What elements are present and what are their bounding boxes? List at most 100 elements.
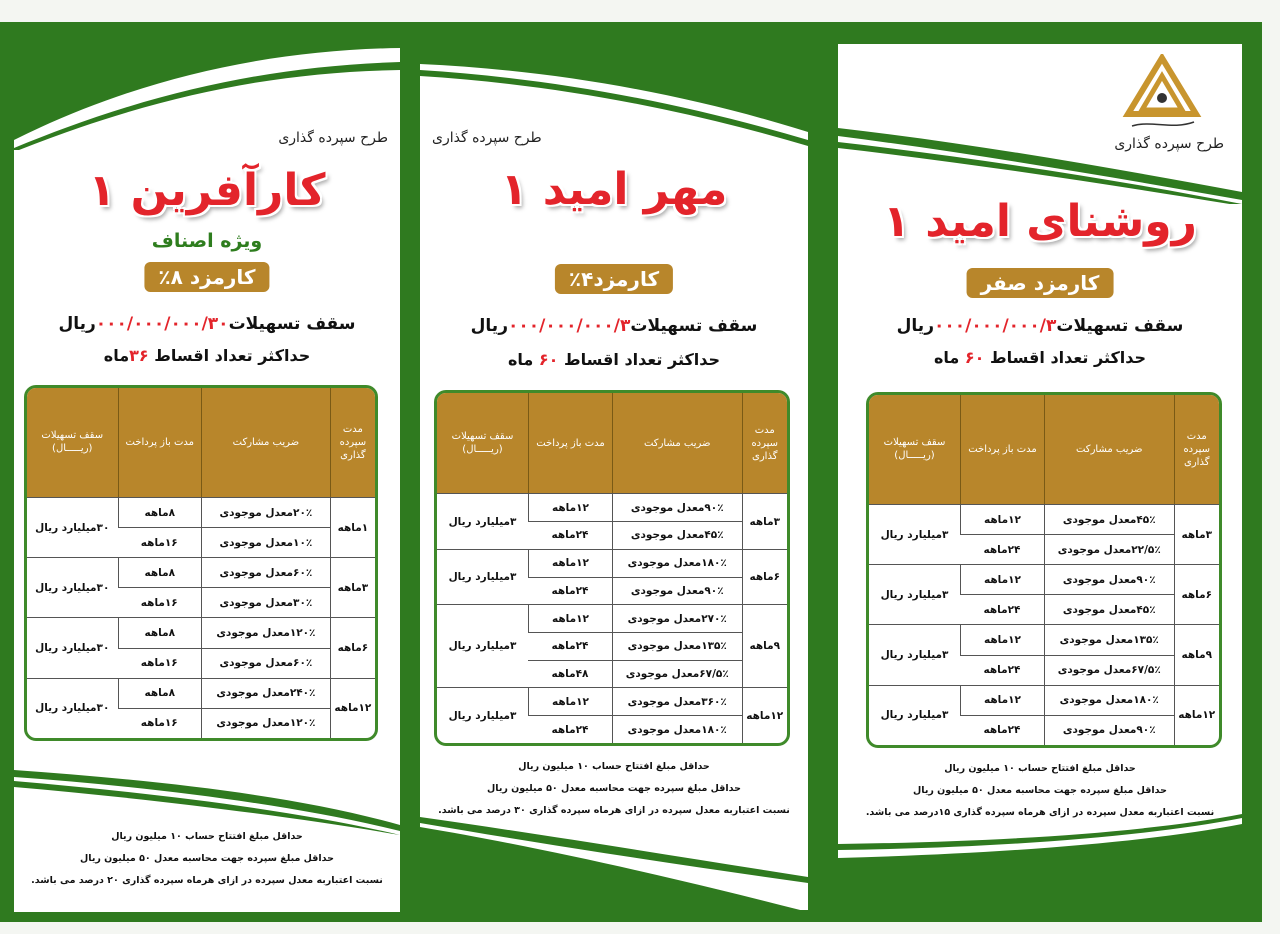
repay-cell: ۸ماهه (117, 617, 202, 648)
rate-cell: ۴۵٪معدل موجودی (612, 521, 742, 549)
table-row: ۶ماهه ۱۸۰٪معدل موجودی ۱۲ماهه ۳میلیارد ریال (437, 548, 787, 605)
footer-line: حداقل مبلغ سپرده جهت محاسبه معدل ۵۰ میلی… (487, 783, 741, 794)
panel-roshanaye-omid: طرح سپرده گذاری روشنای امید ۱ کارمزد صفر… (838, 44, 1242, 914)
inst-value: ۶۰ (964, 348, 985, 367)
panel-footer: حداقل مبلغ افتتاح حساب ۱۰ میلیون ریال حد… (420, 756, 808, 822)
facility-cap: سقف تسهیلات۰۰۰/۰۰۰/۰۰۰/۳ریال (420, 316, 808, 336)
repay-cell: ۱۲ماهه (528, 493, 612, 522)
inst-value: ۳۶ (129, 346, 149, 365)
plan-title: مهر امید ۱ (500, 164, 728, 215)
inst-label: حداکثر تعداد اقساط (564, 350, 721, 369)
repay-cell: ۱۲ماهه (960, 624, 1044, 655)
header-repay: مدت باز پرداخت (960, 395, 1044, 504)
term-cell: ۱۲ماهه (1173, 684, 1219, 745)
cap-cell: ۳میلیارد ریال (869, 684, 960, 745)
table-row: ۹ماهه ۲۷۰٪معدل موجودی ۱۲ماهه ۳میلیارد ریال (437, 604, 787, 688)
rate-cell: ۲۴۰٪معدل موجودی (201, 677, 330, 708)
fee-badge: کارمزد صفر (966, 268, 1114, 298)
table-header-row: مدت سپرده گذاری ضریب مشارکت مدت باز پرداخت… (869, 395, 1219, 504)
plan-special: ویژه اصناف (151, 230, 263, 252)
inst-label: حداکثر تعداد اقساط (154, 346, 311, 365)
repay-cell: ۸ماهه (117, 557, 202, 588)
cap-cell: ۳۰میلیارد ریال (27, 496, 118, 557)
footer-line: نسبت اعتباربه معدل سپرده در ازای هرماه س… (438, 805, 790, 816)
table-row: ۱۲ماهه ۳۶۰٪معدل موجودی ۱۲ماهه ۳میلیارد ریال (437, 687, 787, 743)
footer-line: حداقل مبلغ افتتاح حساب ۱۰ میلیون ریال (944, 763, 1136, 774)
plan-subtitle: طرح سپرده گذاری (1114, 136, 1224, 152)
rate-cell: ۶۰٪معدل موجودی (201, 647, 330, 678)
term-cell: ۹ماهه (741, 604, 787, 688)
repay-cell: ۲۴ماهه (960, 714, 1044, 745)
cap-amount: ۰۰۰/۰۰۰/۰۰۰/۳۰ (95, 314, 229, 334)
rate-cell: ۱۲۰٪معدل موجودی (201, 707, 330, 738)
header-repay: مدت باز پرداخت (117, 388, 202, 497)
cap-cell: ۳میلیارد ریال (869, 564, 960, 624)
footer-line: حداقل مبلغ سپرده جهت محاسبه معدل ۵۰ میلی… (80, 853, 334, 864)
table-row: ۱۲ماهه ۲۴۰٪معدل موجودی ۸ماهه ۳۰میلیارد ریال (27, 677, 375, 738)
facility-cap: سقف تسهیلات۰۰۰/۰۰۰/۰۰۰/۳ریال (838, 316, 1242, 336)
table-row: ۴۵٪معدل موجودی ۲۴ماهه (869, 594, 1219, 625)
rate-cell: ۱۸۰٪معدل موجودی (1044, 684, 1174, 715)
header-cap: سقف تسهیلات (ریـــــال) (869, 395, 960, 504)
table-row: ۹۰٪معدل موجودی ۲۴ماهه (869, 714, 1219, 745)
cap-unit: ریال (470, 316, 508, 336)
deposit-table: مدت سپرده گذاری ضریب مشارکت مدت باز پرداخت… (24, 385, 378, 741)
cap-cell: ۳میلیارد ریال (437, 493, 528, 548)
plan-subtitle: طرح سپرده گذاری (278, 130, 388, 146)
table-row: ۳ماهه ۴۵٪معدل موجودی ۱۲ماهه ۳میلیارد ریال (869, 503, 1219, 565)
repay-cell: ۱۶ماهه (117, 587, 202, 617)
rate-cell: ۳۰٪معدل موجودی (201, 587, 330, 618)
table-row: ۳ماهه ۶۰٪معدل موجودی ۸ماهه ۳۰میلیارد ریال (27, 557, 375, 618)
repay-cell: ۴۸ماهه (528, 659, 612, 688)
repay-cell: ۲۴ماهه (528, 715, 612, 743)
rate-cell: ۶۷/۵٪معدل موجودی (612, 659, 742, 688)
repay-cell: ۱۲ماهه (960, 684, 1044, 715)
cap-cell: ۳۰میلیارد ریال (27, 677, 118, 738)
rate-cell: ۱۸۰٪معدل موجودی (612, 715, 742, 743)
rate-cell: ۶۰٪معدل موجودی (201, 557, 330, 588)
term-cell: ۳ماهه (741, 493, 787, 549)
repay-cell: ۲۴ماهه (960, 594, 1044, 624)
rate-cell: ۴۵٪معدل موجودی (1044, 594, 1174, 625)
repay-cell: ۱۲ماهه (528, 687, 612, 716)
cap-cell: ۳میلیارد ریال (437, 604, 528, 687)
table-row: ۱۲ماهه ۱۸۰٪معدل موجودی ۱۲ماهه ۳میلیارد ریال (869, 684, 1219, 745)
repay-cell: ۲۴ماهه (960, 534, 1044, 564)
cap-amount: ۰۰۰/۰۰۰/۰۰۰/۳ (507, 316, 631, 336)
rate-cell: ۱۳۵٪معدل موجودی (1044, 624, 1174, 655)
table-row: ۲۲/۵٪معدل موجودی ۲۴ماهه (869, 534, 1219, 565)
bottom-swoosh (14, 770, 400, 835)
table-row: ۱۸۰٪معدل موجودی ۲۴ماهه (437, 715, 787, 743)
fee-badge: کارمزد۴٪ (554, 264, 674, 294)
header-cap: سقف تسهیلات (ریـــــال) (437, 393, 528, 494)
repay-cell: ۸ماهه (117, 677, 202, 708)
rate-cell: ۱۰٪معدل موجودی (201, 527, 330, 558)
table-row: ۱۳۵٪معدل موجودی ۲۴ماهه (437, 631, 787, 660)
table-row: ۹ماهه ۱۳۵٪معدل موجودی ۱۲ماهه ۳میلیارد ریال (869, 624, 1219, 685)
repay-cell: ۱۲ماهه (528, 548, 612, 577)
header-repay: مدت باز پرداخت (528, 393, 612, 494)
cap-label: سقف تسهیلات (1056, 316, 1184, 336)
table-header-row: مدت سپرده گذاری ضریب مشارکت مدت باز پرداخت… (27, 388, 375, 497)
rate-cell: ۲۲/۵٪معدل موجودی (1044, 534, 1174, 565)
term-cell: ۳ماهه (329, 557, 375, 618)
rate-cell: ۹۰٪معدل موجودی (1044, 564, 1174, 595)
rate-cell: ۱۲۰٪معدل موجودی (201, 617, 330, 648)
repay-cell: ۲۴ماهه (960, 654, 1044, 685)
header-term: مدت سپرده گذاری (1173, 395, 1219, 504)
repay-cell: ۲۴ماهه (528, 576, 612, 605)
fee-badge: کارمزد ۸٪ (144, 262, 270, 292)
plan-subtitle: طرح سپرده گذاری (432, 130, 542, 146)
repay-cell: ۸ماهه (117, 496, 202, 528)
term-cell: ۹ماهه (1173, 624, 1219, 685)
rate-cell: ۹۰٪معدل موجودی (612, 493, 742, 522)
max-installments: حداکثر تعداد اقساط ۶۰ ماه (420, 350, 808, 369)
panel-karafarin: طرح سپرده گذاری کارآفرین ۱ ویژه اصناف کا… (14, 40, 400, 912)
footer-line: حداقل مبلغ افتتاح حساب ۱۰ میلیون ریال (518, 761, 710, 772)
table-row: ۶ماهه ۱۲۰٪معدل موجودی ۸ماهه ۳۰میلیارد ریال (27, 617, 375, 678)
bottom-swoosh (838, 814, 1242, 914)
table-header-row: مدت سپرده گذاری ضریب مشارکت مدت باز پرداخت… (437, 393, 787, 494)
table-row: ۶۰٪معدل موجودی ۱۶ماهه (27, 647, 375, 678)
footer-line: حداقل مبلغ افتتاح حساب ۱۰ میلیون ریال (111, 831, 303, 842)
term-cell: ۳ماهه (1173, 503, 1219, 565)
